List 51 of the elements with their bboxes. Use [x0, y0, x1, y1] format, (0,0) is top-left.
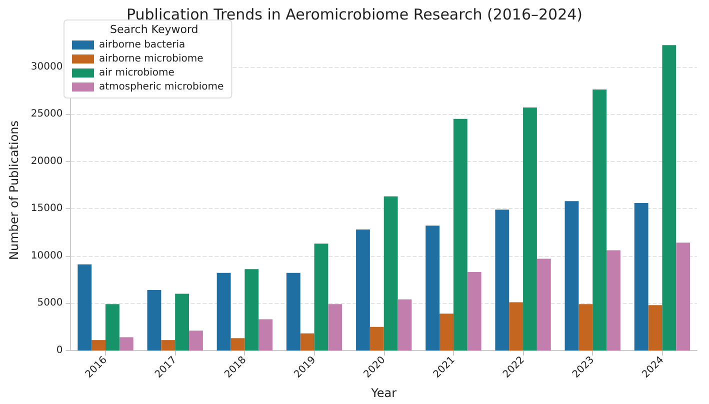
bar [509, 302, 524, 350]
bar [106, 304, 120, 350]
bar [467, 272, 482, 350]
bar [384, 196, 398, 350]
y-tick-label: 30000 [30, 61, 63, 72]
bar [592, 90, 607, 350]
bar [634, 202, 648, 350]
bar [662, 45, 676, 350]
bar [676, 242, 690, 350]
bar [258, 319, 273, 350]
bar [92, 340, 106, 350]
bar [230, 338, 245, 350]
legend-label: airborne microbiome [99, 54, 204, 64]
bar [495, 210, 510, 350]
bar [606, 250, 620, 350]
bar [78, 264, 92, 350]
chart-title: Publication Trends in Aeromicrobiome Research (2016–2024) [126, 6, 583, 24]
bar [175, 294, 190, 350]
legend-title: Search Keyword [110, 23, 198, 36]
bar [356, 229, 370, 350]
y-tick-label: 25000 [30, 108, 63, 120]
y-axis-title: Number of Publications [7, 120, 21, 260]
y-tick-label: 10000 [30, 250, 63, 262]
bar [314, 244, 328, 350]
bar [453, 118, 468, 350]
y-tick-label: 0 [56, 344, 63, 356]
x-axis-title: Year [370, 386, 397, 400]
bar [328, 304, 342, 350]
bar [189, 330, 203, 350]
bar [398, 299, 412, 350]
bar [147, 290, 162, 350]
legend-label: atmospheric microbiome [99, 82, 224, 92]
bar [426, 226, 440, 350]
bar [161, 340, 176, 350]
bar [564, 201, 579, 350]
legend-label: airborne bacteria [99, 40, 186, 50]
bar [578, 304, 593, 350]
bar [119, 337, 134, 350]
bar [536, 258, 551, 350]
bar [244, 269, 259, 350]
legend-label: air microbiome [99, 68, 174, 78]
y-tick-label: 5000 [37, 298, 63, 309]
y-tick-label: 20000 [30, 156, 63, 167]
bar [216, 272, 231, 350]
y-tick-label: 15000 [30, 203, 63, 214]
bar [370, 326, 384, 350]
bar [648, 305, 662, 350]
bar [286, 272, 300, 350]
bar [440, 314, 454, 350]
bar [523, 108, 537, 350]
bar [300, 333, 314, 350]
